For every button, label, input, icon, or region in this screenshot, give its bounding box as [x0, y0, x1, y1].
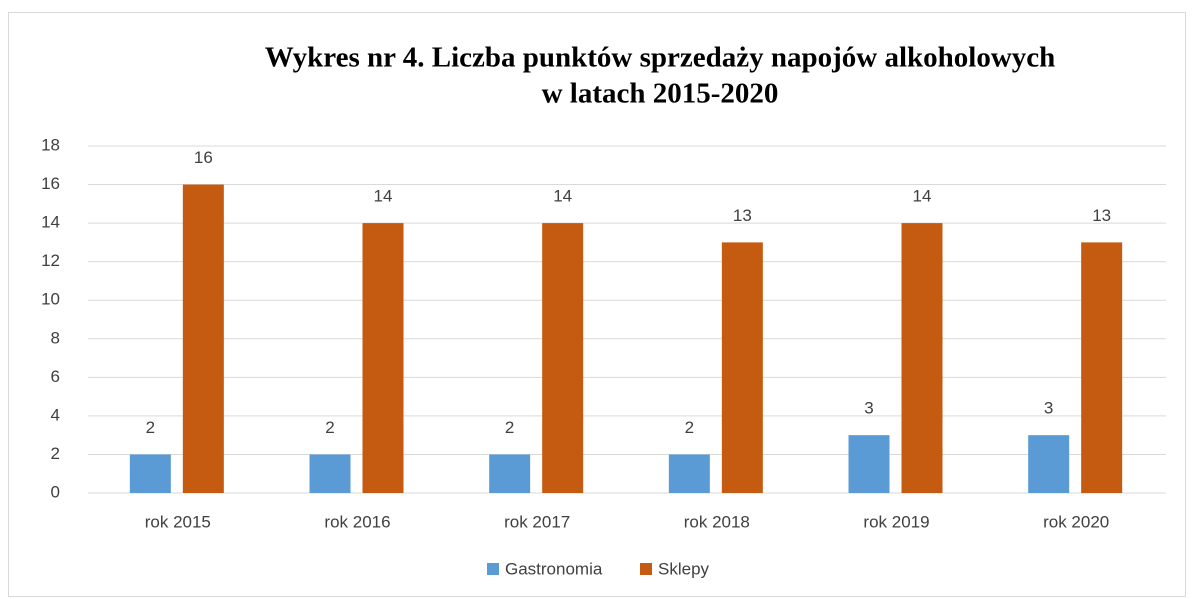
bar — [489, 454, 531, 493]
bar — [1081, 242, 1123, 493]
x-tick-label: rok 2018 — [684, 512, 750, 531]
chart-title: Wykres nr 4. Liczba punktów sprzedaży na… — [265, 42, 1056, 74]
data-label: 2 — [505, 418, 514, 437]
data-label: 2 — [685, 418, 694, 437]
x-tick-label: rok 2020 — [1043, 512, 1109, 531]
bar — [668, 454, 710, 493]
bar — [542, 223, 584, 493]
bar — [848, 435, 890, 493]
data-label: 14 — [553, 187, 572, 206]
x-tick-label: rok 2015 — [145, 512, 211, 531]
bar — [721, 242, 763, 493]
legend-label: Gastronomia — [505, 559, 603, 578]
data-label: 13 — [1092, 206, 1111, 225]
x-tick-label: rok 2019 — [863, 512, 929, 531]
chart-title: w latach 2015-2020 — [542, 78, 779, 110]
bar — [309, 454, 351, 493]
y-tick-label: 6 — [51, 367, 60, 386]
y-tick-label: 16 — [41, 174, 60, 193]
bar — [901, 223, 943, 493]
bar — [1028, 435, 1070, 493]
y-tick-label: 4 — [51, 405, 60, 424]
y-tick-label: 2 — [51, 444, 60, 463]
y-tick-label: 14 — [41, 213, 60, 232]
bar — [182, 184, 224, 494]
legend-label: Sklepy — [658, 559, 710, 578]
data-label: 3 — [1044, 399, 1053, 418]
data-label: 13 — [733, 206, 752, 225]
legend-swatch — [640, 563, 652, 575]
bar — [362, 223, 404, 493]
y-tick-label: 18 — [41, 135, 60, 154]
data-label: 14 — [374, 187, 393, 206]
y-tick-label: 12 — [41, 251, 60, 270]
x-tick-label: rok 2017 — [504, 512, 570, 531]
data-label: 2 — [146, 418, 155, 437]
data-label: 14 — [913, 187, 932, 206]
x-tick-label: rok 2016 — [324, 512, 390, 531]
y-tick-label: 8 — [51, 328, 60, 347]
y-tick-label: 0 — [51, 482, 60, 501]
data-label: 2 — [325, 418, 334, 437]
legend-swatch — [487, 563, 499, 575]
y-tick-label: 10 — [41, 290, 60, 309]
bar — [129, 454, 171, 493]
data-label: 3 — [864, 399, 873, 418]
data-label: 16 — [194, 148, 213, 167]
